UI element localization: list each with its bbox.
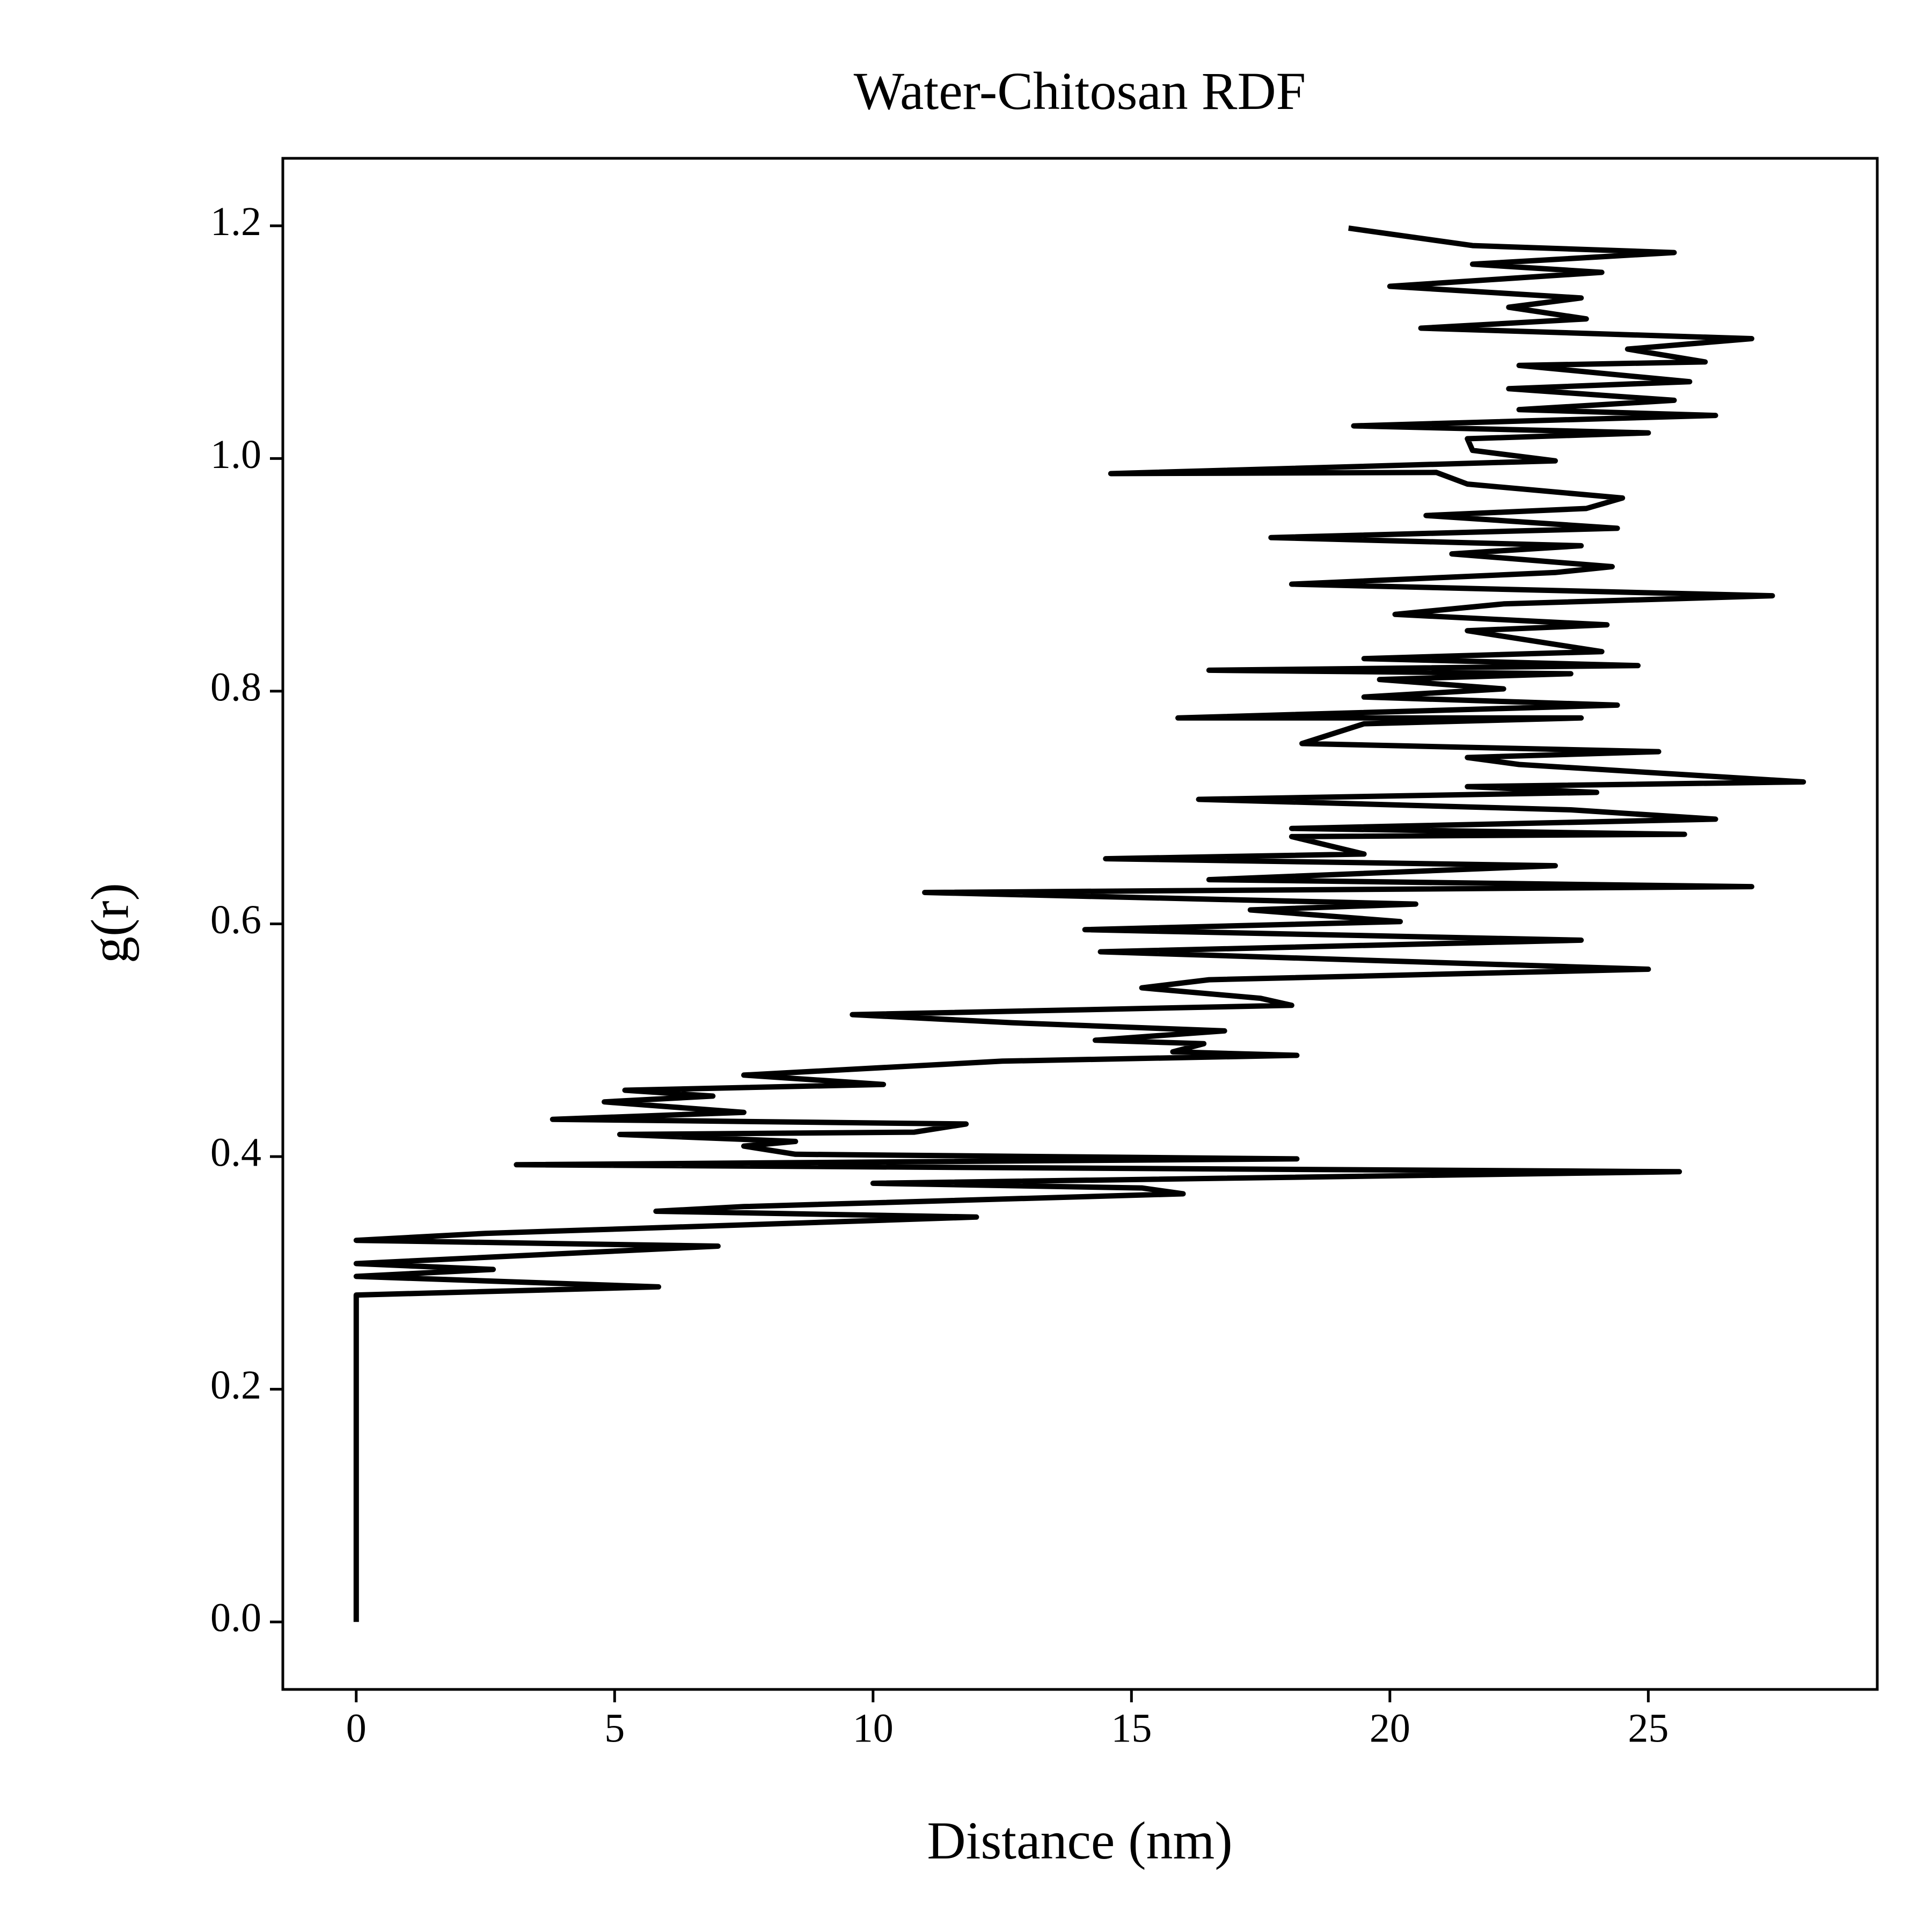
y-axis-label: g(r)	[80, 883, 140, 963]
data-line	[353, 225, 1806, 1622]
chart-title: Water-Chitosan RDF	[854, 61, 1306, 121]
y-tick-label: 0.6	[210, 897, 261, 942]
y-tick-label: 1.0	[210, 432, 261, 477]
x-axis-label: Distance (nm)	[927, 1811, 1232, 1870]
y-tick-label: 0.8	[210, 664, 261, 709]
x-tick-label: 5	[604, 1706, 625, 1751]
x-tick-label: 20	[1370, 1706, 1410, 1751]
y-tick-label: 0.4	[210, 1130, 261, 1175]
x-tick-label: 15	[1111, 1706, 1152, 1751]
plot-frame	[281, 157, 1879, 1691]
x-tick-label: 25	[1628, 1706, 1668, 1751]
y-tick-label: 0.0	[210, 1596, 261, 1641]
x-tick-label: 0	[346, 1706, 367, 1751]
x-tick-label: 10	[853, 1706, 894, 1751]
y-tick-label: 1.2	[210, 199, 261, 244]
y-tick-label: 0.2	[210, 1363, 261, 1408]
